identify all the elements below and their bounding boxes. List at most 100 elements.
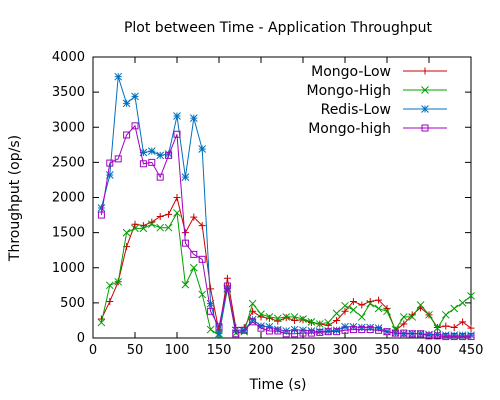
- data-point: [190, 250, 198, 258]
- data-point: [131, 220, 139, 228]
- x-tick-label: 350: [375, 343, 400, 358]
- data-point: [257, 324, 265, 332]
- data-point: [399, 313, 408, 321]
- y-tick-label: 1500: [52, 226, 85, 241]
- data-point: [467, 324, 475, 332]
- data-point: [123, 131, 131, 139]
- y-axis-label: Throughput (op/s): [7, 135, 23, 262]
- x-tick-label: 150: [207, 343, 232, 358]
- data-point: [441, 331, 450, 340]
- data-point: [198, 290, 207, 299]
- legend-marker: [421, 67, 429, 75]
- data-point: [282, 313, 291, 321]
- data-point: [181, 229, 189, 237]
- plot-axes: 0 50 100 150 200 250 300 350 400 450 0 500 1000 1500 2…: [52, 50, 484, 358]
- data-point: [165, 210, 173, 218]
- data-point: [207, 307, 215, 315]
- data-point: [164, 223, 173, 232]
- data-point: [173, 112, 181, 120]
- legend: Mongo-Low Mongo-High Redis-Low Mongo-high: [307, 64, 447, 137]
- data-point: [383, 307, 391, 316]
- data-point: [131, 92, 139, 101]
- data-point: [131, 122, 139, 130]
- y-tick-label: 1000: [52, 261, 85, 276]
- data-point: [231, 326, 240, 335]
- series-mongo-low: [97, 194, 475, 335]
- data-point: [164, 150, 173, 158]
- data-point: [156, 151, 165, 160]
- data-point: [249, 318, 257, 326]
- data-point: [156, 223, 165, 232]
- data-point: [450, 323, 458, 331]
- x-tick-label: 400: [417, 343, 442, 358]
- data-point: [215, 323, 223, 331]
- data-point: [189, 263, 198, 272]
- data-point: [332, 326, 341, 335]
- data-point: [315, 320, 324, 328]
- data-point: [190, 213, 198, 221]
- data-point: [290, 325, 299, 334]
- data-point: [105, 281, 114, 290]
- data-point: [274, 327, 282, 335]
- plot-frame: [92, 56, 472, 339]
- data-point: [114, 72, 123, 81]
- data-point: [374, 324, 383, 333]
- data-point: [181, 280, 190, 289]
- data-point: [467, 291, 475, 300]
- data-point: [223, 274, 231, 282]
- data-point: [358, 326, 366, 334]
- data-point: [332, 309, 341, 318]
- data-point: [291, 330, 299, 338]
- data-point: [257, 322, 265, 330]
- data-point: [408, 313, 417, 321]
- data-point: [273, 325, 282, 334]
- data-point: [425, 332, 433, 340]
- data-point: [400, 320, 408, 328]
- data-point: [139, 148, 148, 157]
- legend-marker: [421, 124, 429, 132]
- data-point: [105, 171, 114, 179]
- y-tick-label: 4000: [52, 50, 85, 65]
- data-point: [181, 239, 189, 247]
- data-point: [97, 211, 105, 219]
- x-tick-label: 0: [89, 343, 97, 358]
- data-point: [198, 222, 206, 230]
- data-point: [147, 147, 156, 155]
- legend-label: Mongo-high: [308, 121, 391, 137]
- data-point: [375, 296, 383, 304]
- data-point: [257, 310, 265, 318]
- data-point: [206, 299, 215, 308]
- data-point: [307, 327, 316, 335]
- x-tick-label: 450: [459, 343, 484, 358]
- data-point: [324, 327, 333, 335]
- data-point: [375, 326, 383, 334]
- data-point: [265, 314, 273, 322]
- data-point: [315, 327, 324, 336]
- series-mongo-high: [97, 209, 475, 340]
- x-tick-label: 200: [249, 343, 274, 358]
- data-point: [223, 282, 231, 290]
- data-point: [425, 330, 433, 339]
- data-point: [400, 329, 408, 337]
- data-point: [156, 173, 164, 181]
- data-point: [349, 326, 357, 334]
- data-point: [147, 220, 156, 229]
- data-point: [416, 301, 425, 309]
- y-tick-label: 3000: [52, 120, 85, 135]
- data-point: [366, 299, 375, 308]
- series-redis-low: [97, 72, 475, 340]
- data-point: [122, 228, 131, 237]
- data-point: [408, 330, 416, 338]
- data-point: [290, 313, 299, 321]
- legend-label: Redis-Low: [321, 102, 391, 118]
- data-point: [273, 314, 282, 323]
- series-mongo-high: [97, 122, 475, 341]
- data-point: [307, 317, 316, 326]
- data-point: [467, 331, 475, 340]
- data-point: [450, 304, 459, 313]
- data-point: [106, 297, 114, 305]
- data-point: [248, 315, 257, 324]
- data-point: [450, 333, 458, 341]
- data-point: [441, 310, 450, 319]
